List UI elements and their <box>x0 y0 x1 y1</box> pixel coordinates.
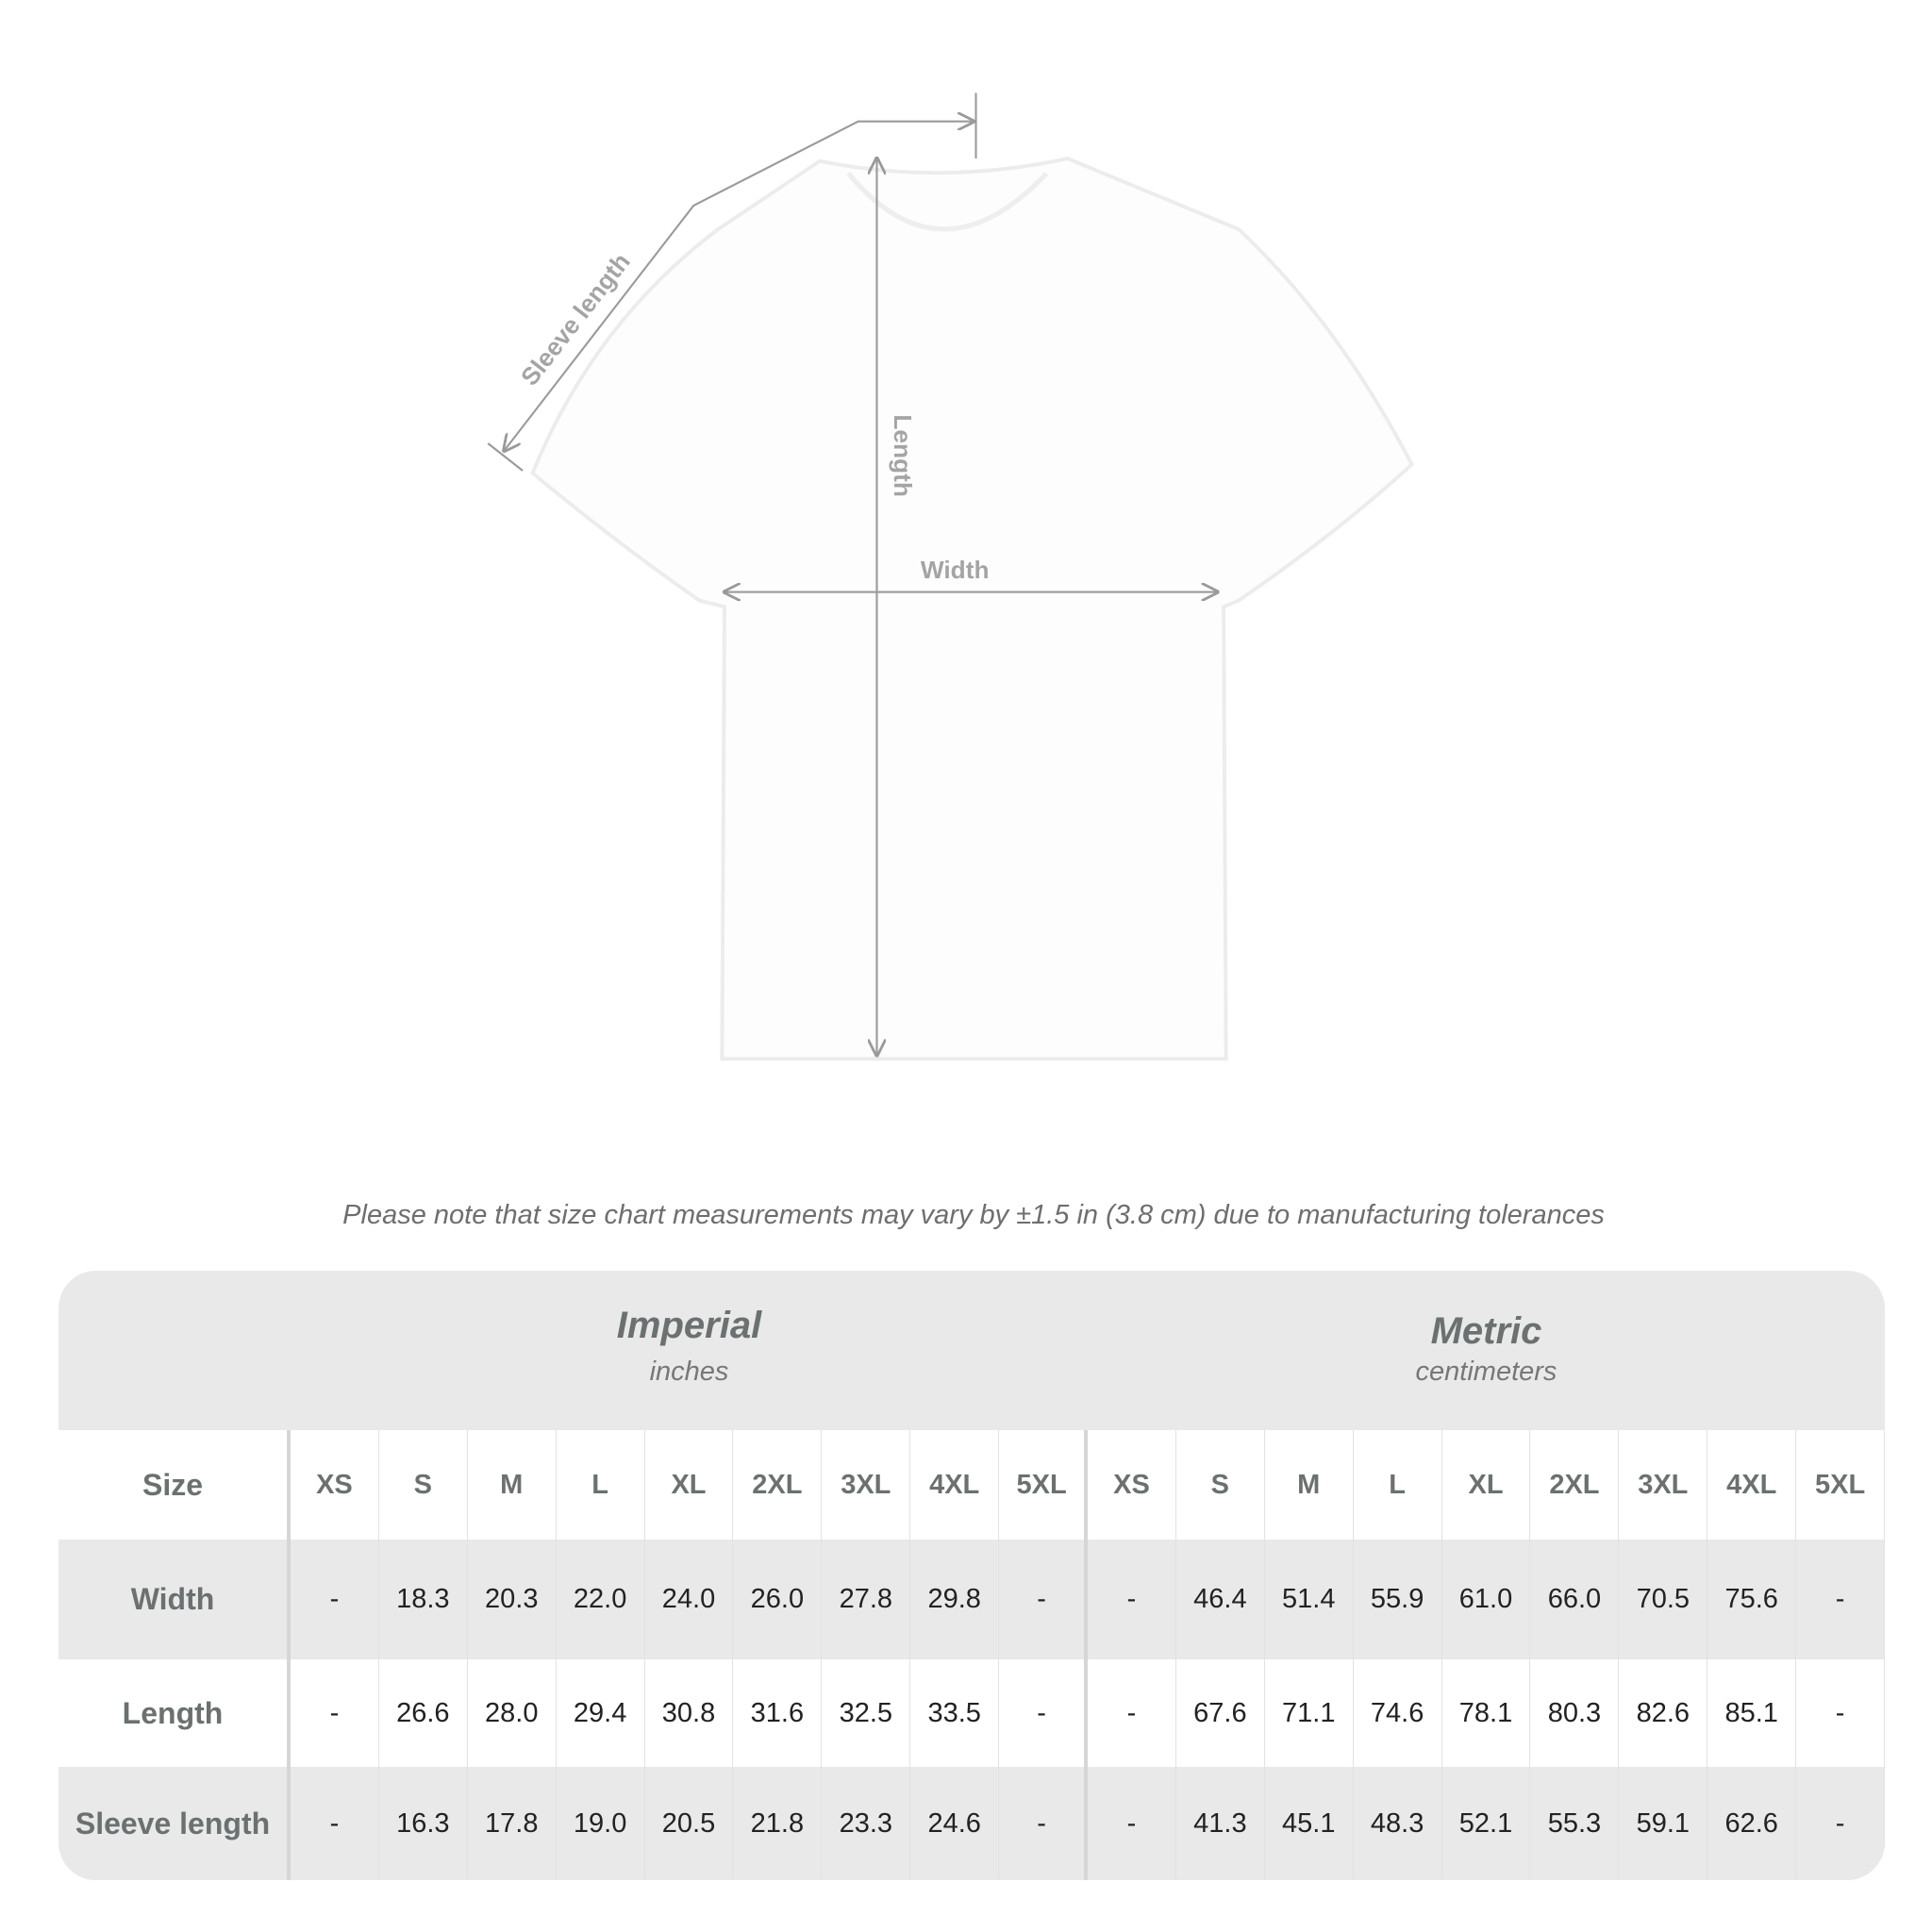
imperial-size-2XL: 2XL <box>733 1430 823 1540</box>
sleeve-length-line <box>504 122 974 451</box>
row-label: Width <box>58 1540 291 1659</box>
imperial-value-cell: 24.6 <box>910 1767 1000 1880</box>
metric-value-cell: 45.1 <box>1265 1767 1354 1880</box>
metric-value-cell: 71.1 <box>1265 1659 1354 1767</box>
imperial-unit: inches <box>649 1357 729 1387</box>
metric-value-cell: 55.3 <box>1530 1767 1620 1880</box>
length-label: Length <box>889 414 917 496</box>
metric-size-M: M <box>1265 1430 1354 1540</box>
row-label: Sleeve length <box>58 1767 291 1880</box>
metric-value-cell: 41.3 <box>1176 1767 1265 1880</box>
metric-value-cell: - <box>1796 1659 1885 1767</box>
imperial-value-cell: 32.5 <box>822 1659 911 1767</box>
metric-size-S: S <box>1176 1430 1265 1540</box>
imperial-value-cell: - <box>999 1659 1089 1767</box>
metric-value-cell: 74.6 <box>1354 1659 1442 1767</box>
imperial-value-cell: 18.3 <box>379 1540 468 1659</box>
imperial-value-cell: 27.8 <box>822 1540 911 1659</box>
metric-value-cell: 82.6 <box>1619 1659 1708 1767</box>
metric-size-4XL: 4XL <box>1707 1430 1797 1540</box>
size-table: Imperial inches Metric centimeters Size X… <box>58 1271 1885 1880</box>
tolerance-note: Please note that size chart measurements… <box>342 1200 1605 1230</box>
table-row: Width -18.3 20.3 22.0 24.0 26.0 27.8 29.8- -46.4… <box>58 1540 1885 1659</box>
imperial-value-cell: 30.8 <box>645 1659 734 1767</box>
imperial-value-cell: - <box>999 1767 1089 1880</box>
size-label: Size <box>58 1430 291 1540</box>
metric-value-cell: - <box>1088 1767 1176 1880</box>
size-header-row: Size XS S M L XL 2XL 3XL 4XL 5XL XS S M L XL 2XL 3XL 4XL 5… <box>58 1430 1885 1540</box>
metric-value-cell: 46.4 <box>1176 1540 1265 1659</box>
imperial-value-cell: 24.0 <box>645 1540 734 1659</box>
metric-value-cell: 61.0 <box>1442 1540 1531 1659</box>
imperial-size-5XL: 5XL <box>999 1430 1089 1540</box>
imperial-value-cell: 20.3 <box>468 1540 557 1659</box>
metric-value-cell: 55.9 <box>1354 1540 1442 1659</box>
tshirt-shape <box>530 156 1415 1061</box>
imperial-size-XS: XS <box>291 1430 379 1540</box>
metric-value-cell: - <box>1796 1540 1885 1659</box>
width-label: Width <box>921 556 990 584</box>
metric-value-cell: 85.1 <box>1707 1659 1797 1767</box>
imperial-value-cell: 33.5 <box>910 1659 1000 1767</box>
imperial-size-M: M <box>468 1430 557 1540</box>
imperial-value-cell: 19.0 <box>557 1767 645 1880</box>
row-label: Length <box>58 1659 291 1767</box>
imperial-value-cell: 31.6 <box>733 1659 823 1767</box>
metric-unit: centimeters <box>1415 1357 1557 1387</box>
metric-value-cell: 66.0 <box>1530 1540 1620 1659</box>
imperial-value-cell: 26.6 <box>379 1659 468 1767</box>
imperial-value-cell: - <box>291 1659 379 1767</box>
metric-value-cell: 51.4 <box>1265 1540 1354 1659</box>
imperial-value-cell: - <box>291 1540 379 1659</box>
imperial-value-cell: - <box>999 1540 1089 1659</box>
metric-value-cell: - <box>1796 1767 1885 1880</box>
imperial-size-3XL: 3XL <box>822 1430 911 1540</box>
metric-size-XS: XS <box>1088 1430 1176 1540</box>
metric-value-cell: 75.6 <box>1707 1540 1797 1659</box>
metric-size-L: L <box>1354 1430 1442 1540</box>
imperial-size-XL: XL <box>645 1430 734 1540</box>
table-row: Sleeve length -16.3 17.8 19.0 20.5 21.8 23.3 24… <box>58 1767 1885 1880</box>
metric-value-cell: 59.1 <box>1619 1767 1708 1880</box>
imperial-value-cell: 29.8 <box>910 1540 1000 1659</box>
table-row: Length -26.6 28.0 29.4 30.8 31.6 32.5 33.5- -67.… <box>58 1659 1885 1767</box>
metric-size-3XL: 3XL <box>1619 1430 1708 1540</box>
metric-size-5XL: 5XL <box>1796 1430 1885 1540</box>
imperial-value-cell: 17.8 <box>468 1767 557 1880</box>
metric-header: Metric centimeters <box>1088 1271 1885 1430</box>
imperial-value-cell: 28.0 <box>468 1659 557 1767</box>
imperial-size-4XL: 4XL <box>910 1430 1000 1540</box>
imperial-value-cell: - <box>291 1767 379 1880</box>
imperial-value-cell: 20.5 <box>645 1767 734 1880</box>
imperial-value-cell: 26.0 <box>733 1540 823 1659</box>
metric-value-cell: - <box>1088 1659 1176 1767</box>
imperial-value-cell: 16.3 <box>379 1767 468 1880</box>
imperial-title: Imperial <box>616 1305 762 1346</box>
metric-value-cell: 70.5 <box>1619 1540 1708 1659</box>
metric-value-cell: 78.1 <box>1442 1659 1531 1767</box>
imperial-size-L: L <box>557 1430 645 1540</box>
imperial-value-cell: 21.8 <box>733 1767 823 1880</box>
imperial-value-cell: 23.3 <box>822 1767 911 1880</box>
metric-value-cell: 48.3 <box>1354 1767 1442 1880</box>
imperial-header: Imperial inches <box>291 1271 1088 1430</box>
imperial-value-cell: 22.0 <box>557 1540 645 1659</box>
metric-size-XL: XL <box>1442 1430 1531 1540</box>
metric-value-cell: 67.6 <box>1176 1659 1265 1767</box>
metric-value-cell: - <box>1088 1540 1176 1659</box>
metric-title: Metric <box>1430 1310 1542 1352</box>
imperial-size-S: S <box>379 1430 468 1540</box>
metric-value-cell: 62.6 <box>1707 1767 1797 1880</box>
metric-value-cell: 52.1 <box>1442 1767 1531 1880</box>
metric-size-2XL: 2XL <box>1530 1430 1620 1540</box>
metric-value-cell: 80.3 <box>1530 1659 1620 1767</box>
sleeve-tick <box>487 442 524 472</box>
imperial-value-cell: 29.4 <box>557 1659 645 1767</box>
